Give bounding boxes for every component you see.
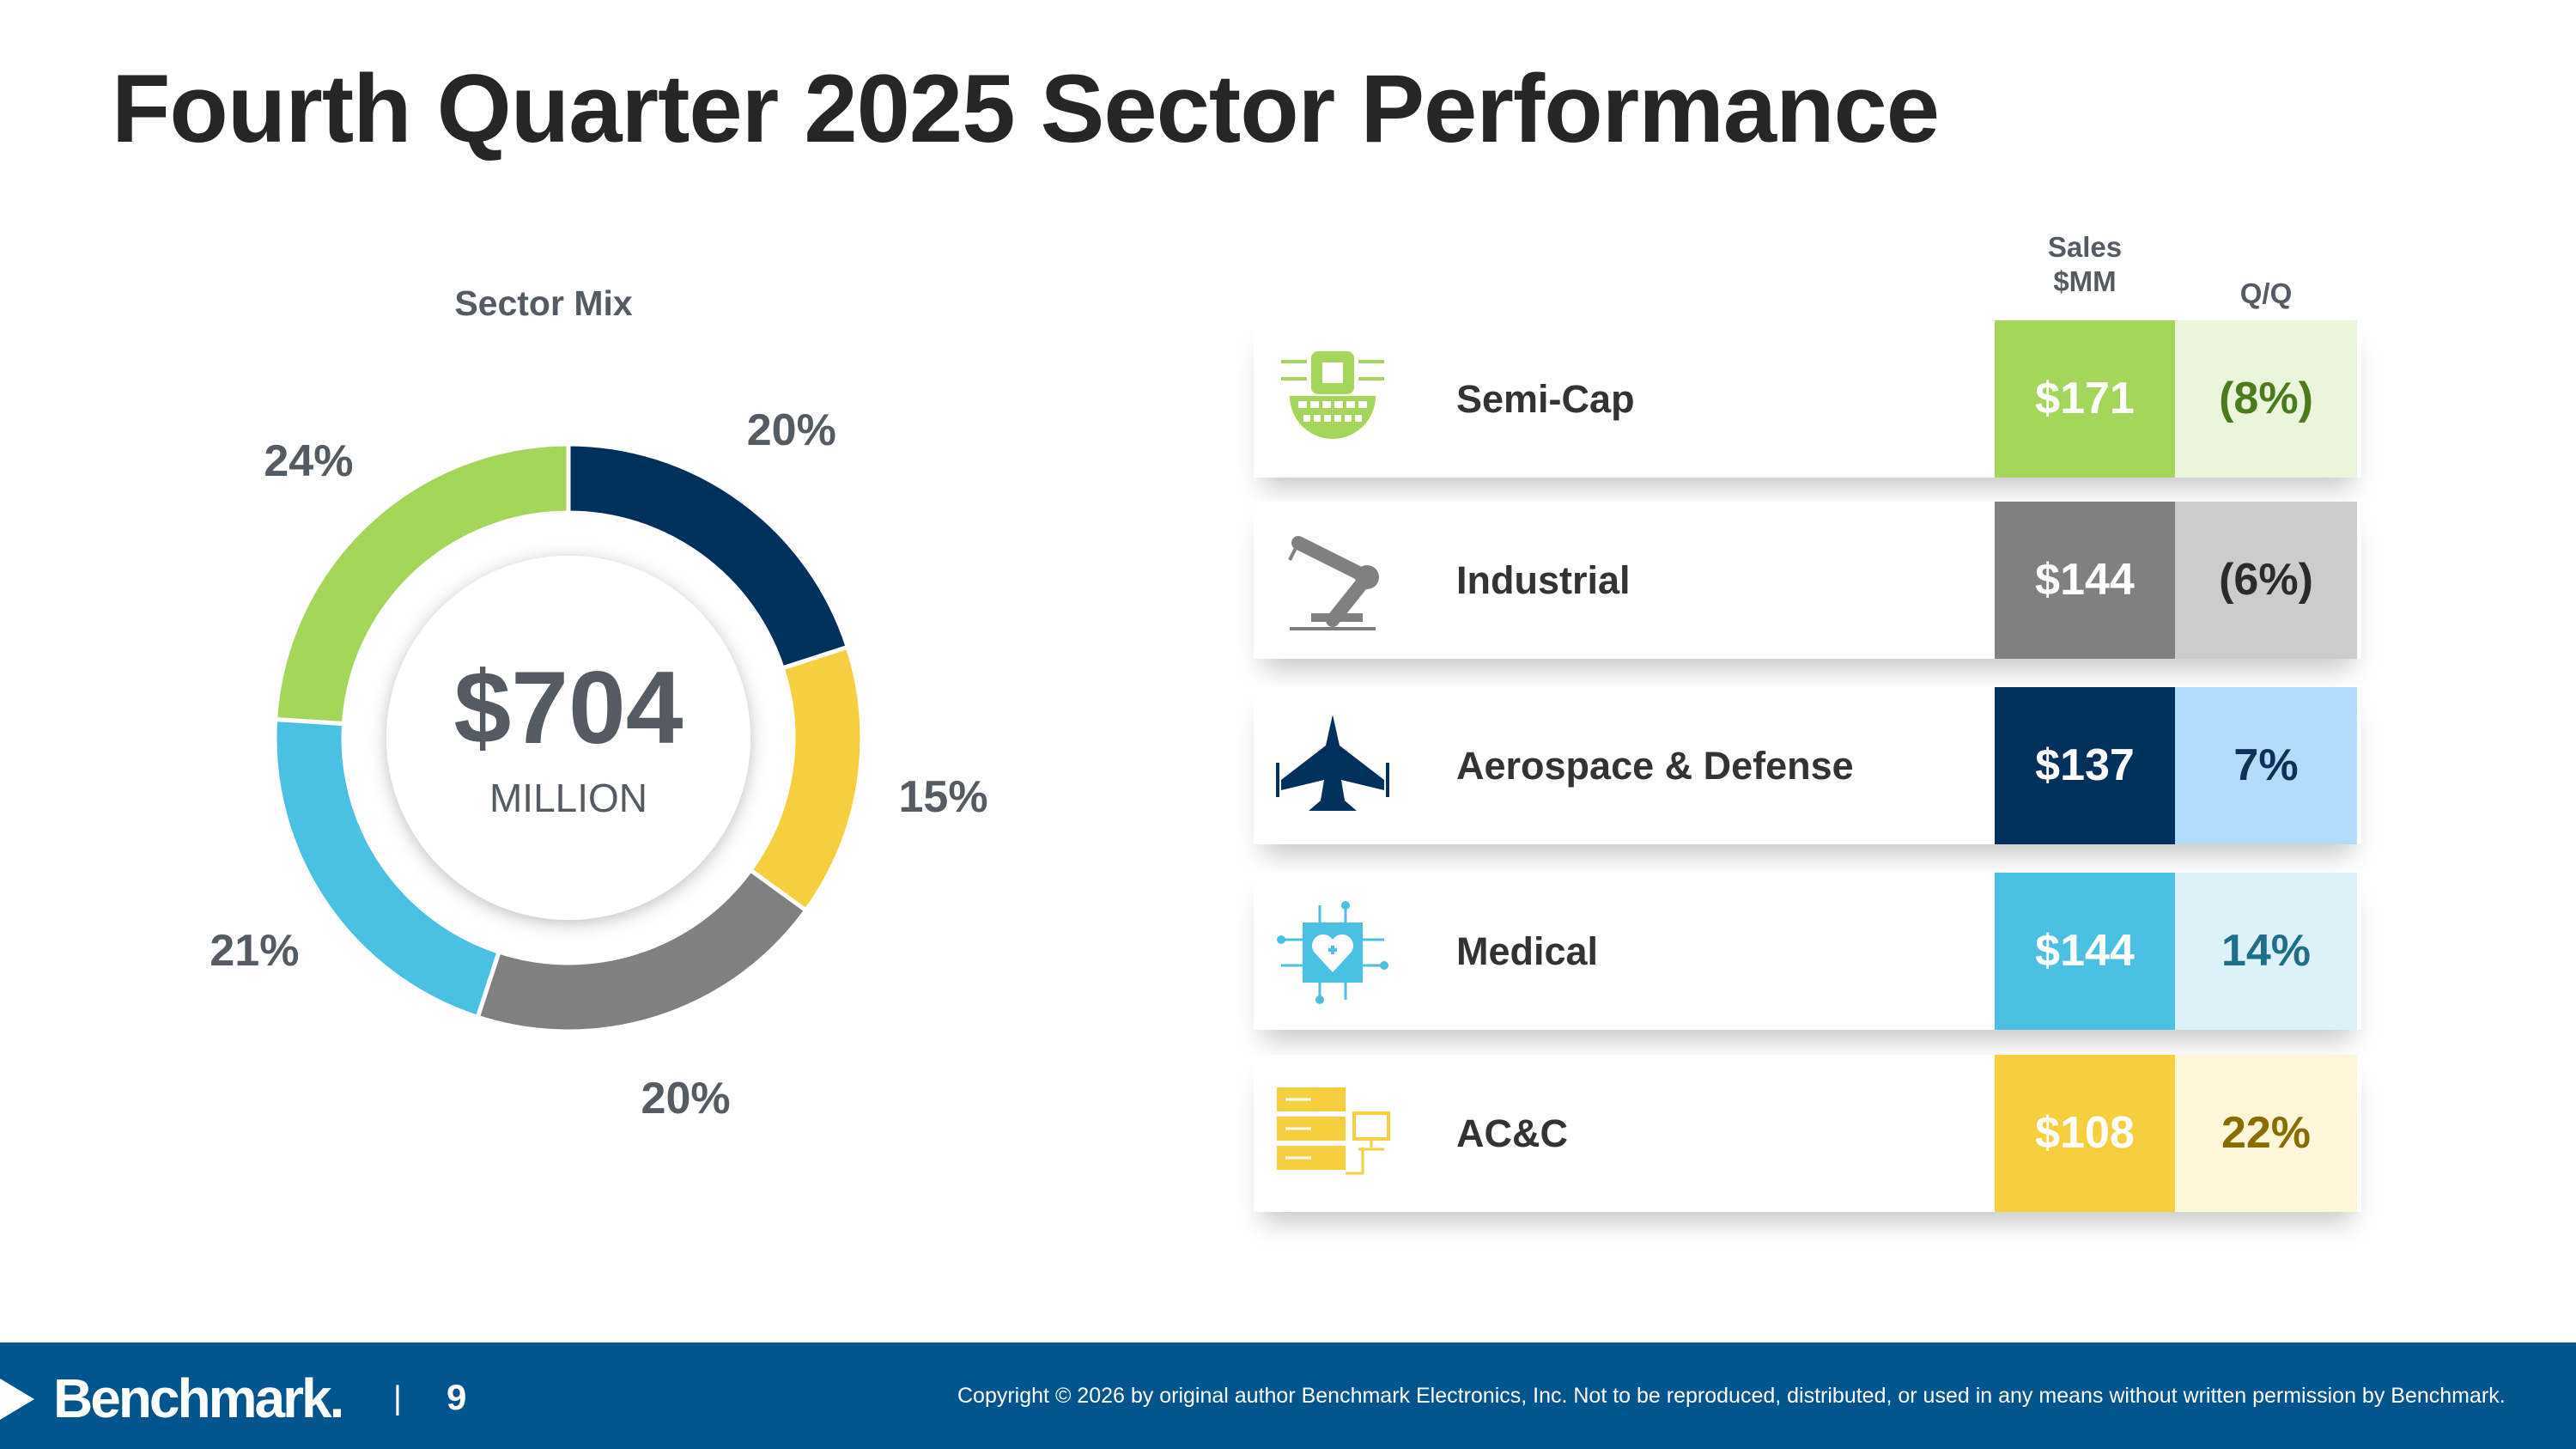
sector-name: Medical — [1456, 929, 1599, 973]
slice-label: 20% — [746, 405, 836, 456]
footer-separator: | — [393, 1380, 402, 1416]
logo-arrow-icon — [0, 1379, 34, 1420]
sector-name: Aerospace & Defense — [1456, 744, 1854, 788]
sector-sales: $144 — [1995, 502, 2175, 659]
sector-qq-change: (8%) — [2175, 320, 2357, 478]
sector-row: AC&C $108 22% — [1254, 1055, 2361, 1212]
medical-heart-circuit-icon — [1273, 897, 1393, 1007]
sales-header-line1: Sales — [2047, 231, 2123, 263]
page-title: Fourth Quarter 2025 Sector Performance — [112, 55, 1940, 162]
sector-qq-change: 22% — [2175, 1055, 2357, 1212]
donut-center-disc — [386, 556, 750, 920]
sector-row: Aerospace & Defense $137 7% — [1254, 687, 2361, 844]
slice-label: 15% — [898, 772, 988, 823]
page-number: 9 — [447, 1377, 467, 1417]
sales-column-header: Sales $MM — [1995, 230, 2175, 299]
sales-header-line2: $MM — [2053, 265, 2117, 297]
sector-mix-donut — [272, 441, 865, 1034]
sector-row: Industrial $144 (6%) — [1254, 502, 2361, 659]
sector-qq-change: 7% — [2175, 687, 2357, 844]
sector-name: AC&C — [1456, 1111, 1568, 1155]
sector-qq-change: (6%) — [2175, 502, 2357, 659]
sector-row: Semi-Cap $171 (8%) — [1254, 320, 2361, 478]
sector-sales: $137 — [1995, 687, 2175, 844]
sector-sales: $171 — [1995, 320, 2175, 478]
robot-arm-icon — [1273, 526, 1393, 636]
copyright-text: Copyright © 2026 by original author Benc… — [957, 1384, 2506, 1408]
slice-label: 24% — [264, 435, 354, 486]
qq-column-header: Q/Q — [2239, 277, 2293, 309]
total-sales-value: $704 — [453, 650, 683, 765]
server-monitor-icon — [1273, 1079, 1393, 1189]
sector-sales: $144 — [1995, 873, 2175, 1030]
benchmark-logo: Benchmark. — [53, 1367, 344, 1429]
sector-qq-change: 14% — [2175, 873, 2357, 1030]
sector-sales: $108 — [1995, 1055, 2175, 1212]
donut-slice-semi-cap — [273, 441, 571, 727]
slice-label: 21% — [210, 926, 300, 977]
sector-row: Medical $144 14% — [1254, 873, 2361, 1030]
chart-title: Sector Mix — [454, 283, 633, 323]
fighter-jet-icon — [1273, 711, 1393, 821]
semiconductor-chip-icon — [1273, 344, 1393, 454]
sector-name: Semi-Cap — [1456, 377, 1635, 421]
slice-label: 20% — [641, 1074, 731, 1124]
total-sales-unit: MILLION — [489, 776, 648, 820]
footer-bar: Benchmark. | 9 Copyright © 2026 by origi… — [0, 1342, 2576, 1449]
sector-name: Industrial — [1456, 558, 1631, 602]
donut-slice-ac-c — [747, 644, 865, 914]
